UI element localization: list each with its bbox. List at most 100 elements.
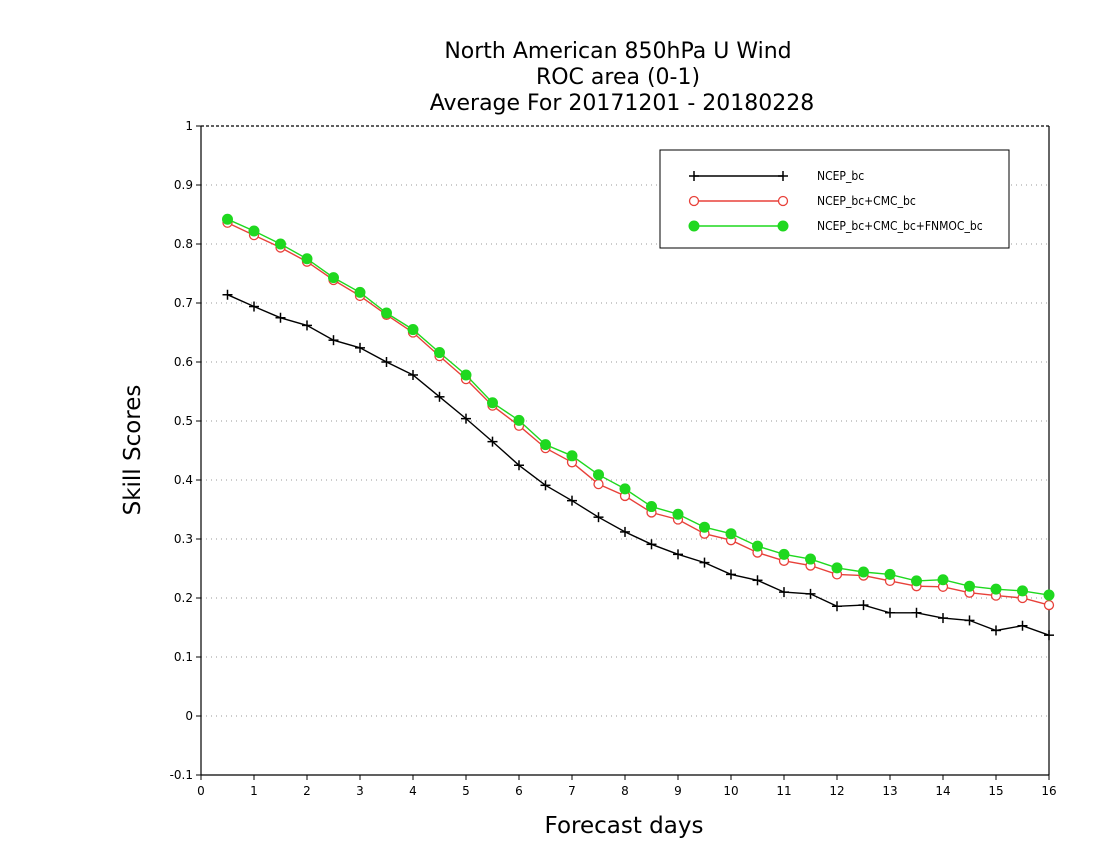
open-circle-marker (688, 195, 700, 207)
data-point (487, 397, 498, 409)
data-point (911, 575, 922, 587)
data-point (1043, 599, 1055, 611)
x-tick-label: 9 (674, 784, 682, 798)
data-point (328, 272, 339, 284)
x-tick-label: 4 (409, 784, 417, 798)
y-tick-label: 0.1 (174, 650, 193, 664)
data-point (407, 324, 419, 336)
data-point (699, 521, 710, 533)
data-point (1017, 585, 1028, 597)
data-point (434, 391, 445, 402)
legend-item: NCEP_bc+CMC_bc+FNMOC_bc (688, 219, 983, 233)
data-point (990, 583, 1002, 595)
x-tick-label: 15 (988, 784, 1003, 798)
x-tick-label: 2 (303, 784, 311, 798)
x-tick-labels: 0 1 2 3 4 5 6 7 8 9 10 11 12 13 14 15 16 (197, 784, 1056, 798)
y-tick-label: 0.5 (174, 414, 193, 428)
data-point (566, 450, 578, 462)
x-tick-label: 8 (621, 784, 629, 798)
data-point (964, 580, 975, 592)
data-point (354, 286, 366, 298)
title-line-3: Average For 20171201 - 20180228 (430, 91, 815, 116)
data-point (275, 312, 286, 323)
data-point (275, 238, 286, 250)
data-point (222, 213, 233, 225)
data-point (593, 469, 604, 481)
data-point (434, 347, 445, 359)
data-point (540, 439, 551, 451)
data-point (460, 369, 472, 381)
x-tick-label: 0 (197, 784, 205, 798)
data-point (593, 512, 604, 523)
x-tick-label: 13 (882, 784, 897, 798)
title-line-2: ROC area (0-1) (536, 65, 700, 90)
x-tick-label: 14 (935, 784, 950, 798)
series-layer (222, 213, 1055, 641)
series-line (227, 222, 1050, 606)
y-tick-label: -0.1 (170, 768, 193, 782)
x-tick-label: 5 (462, 784, 470, 798)
y-tick-label: 0.8 (174, 237, 193, 251)
data-point (858, 600, 869, 611)
y-tick-label: 0.2 (174, 591, 193, 605)
x-tick-label: 12 (829, 784, 844, 798)
data-point (381, 307, 392, 319)
data-point (1043, 589, 1055, 601)
data-point (1044, 630, 1054, 641)
data-point (620, 526, 630, 537)
y-tick-label: 0.7 (174, 296, 193, 310)
data-point (646, 539, 657, 550)
x-tick-label: 3 (356, 784, 364, 798)
data-point (487, 436, 498, 447)
y-tick-label: 0 (185, 709, 193, 723)
series-2 (222, 217, 1055, 611)
x-tick-label: 11 (776, 784, 791, 798)
filled-circle-marker (688, 220, 700, 232)
data-point (911, 607, 922, 618)
x-tick-label: 1 (250, 784, 258, 798)
data-point (593, 478, 604, 490)
y-tick-label: 0.4 (174, 473, 193, 487)
data-point (514, 460, 524, 471)
data-point (831, 562, 843, 574)
data-point (222, 289, 233, 300)
y-tick-label: 0.6 (174, 355, 193, 369)
title-line-1: North American 850hPa U Wind (444, 39, 791, 64)
data-point (301, 253, 313, 265)
data-point (540, 480, 551, 491)
legend-item: NCEP_bc+CMC_bc (688, 194, 916, 208)
x-axis-label: Forecast days (545, 813, 704, 839)
data-point (1017, 620, 1028, 631)
y-tick-label: 1 (185, 119, 193, 133)
y-tick-labels: -0.1 0 0.1 0.2 0.3 0.4 0.5 0.6 0.7 0.8 0.9 1 (170, 119, 193, 782)
filled-circle-marker (777, 220, 789, 232)
data-point (619, 483, 631, 495)
data-point (884, 568, 896, 580)
data-point (832, 601, 842, 612)
data-point (964, 615, 975, 626)
y-tick-label: 0.9 (174, 178, 193, 192)
legend-label: NCEP_bc+CMC_bc+FNMOC_bc (817, 219, 983, 233)
series-3 (222, 213, 1055, 601)
data-point (938, 613, 948, 624)
data-point (672, 508, 684, 520)
data-point (858, 566, 869, 578)
data-point (408, 369, 418, 380)
x-tick-label: 10 (723, 784, 738, 798)
data-point (673, 549, 683, 560)
data-point (567, 495, 577, 506)
data-point (726, 569, 736, 580)
y-tick-label: 0.3 (174, 532, 193, 546)
data-point (699, 557, 710, 568)
data-point (752, 540, 763, 552)
data-point (805, 588, 816, 599)
plus-marker (778, 171, 788, 181)
plot-axes (196, 125, 1050, 780)
y-axis-label: Skill Scores (120, 385, 146, 516)
legend-label: NCEP_bc+CMC_bc (817, 194, 916, 208)
data-point (461, 413, 471, 424)
x-tick-label: 7 (568, 784, 576, 798)
data-point (778, 548, 790, 560)
data-point (885, 607, 895, 618)
